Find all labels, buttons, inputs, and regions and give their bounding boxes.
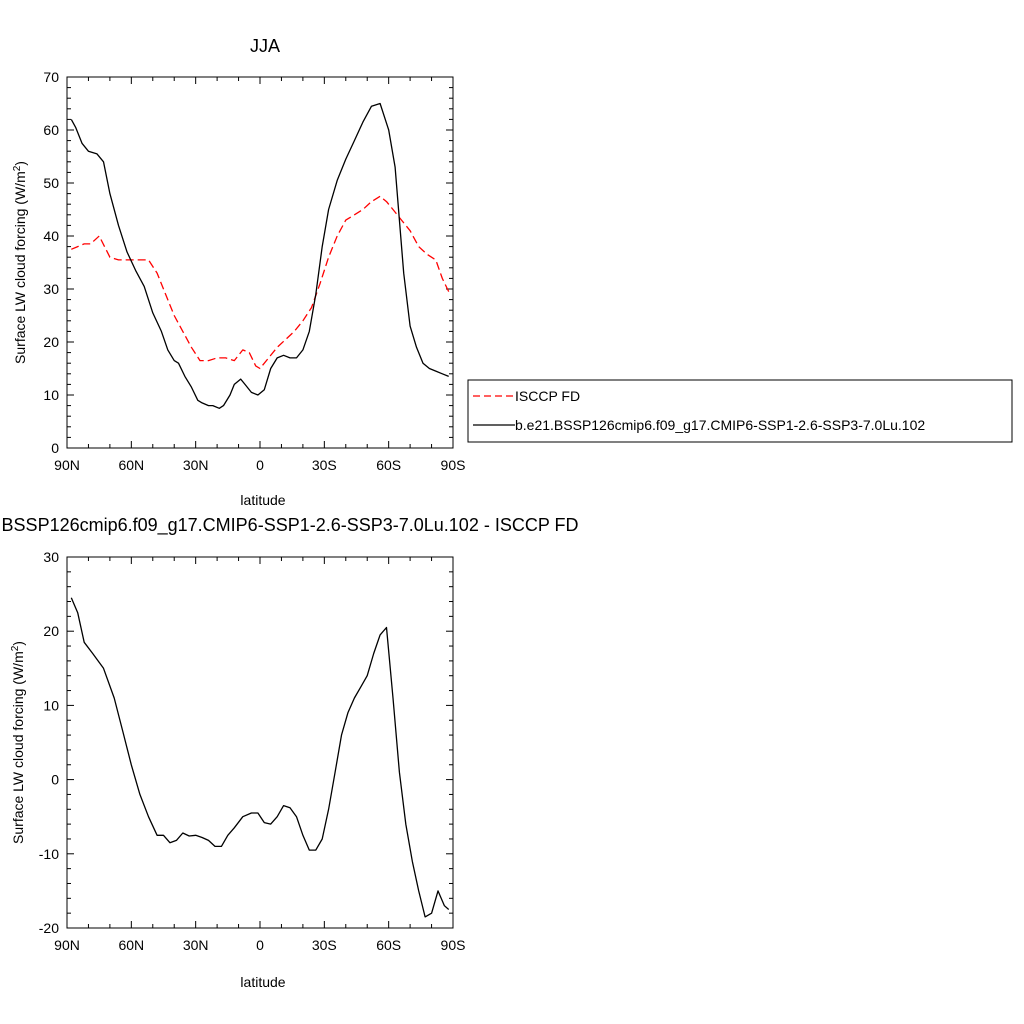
top-chart-y-axis-label: Surface LW cloud forcing (W/m2): [12, 161, 29, 364]
top-x-tick-label: 90N: [54, 457, 80, 473]
bottom-y-tick-label: -10: [39, 846, 59, 862]
legend-label-isccp-fd: ISCCP FD: [515, 388, 580, 404]
top-y-tick-label: 0: [51, 440, 59, 456]
top-x-tick-label: 90S: [441, 457, 466, 473]
top-y-tick-label: 60: [43, 122, 59, 138]
top-x-tick-label: 30S: [312, 457, 337, 473]
bottom-y-tick-label: -20: [39, 920, 59, 936]
bottom-chart-series: [70, 597, 450, 918]
top-y-tick-label: 50: [43, 175, 59, 191]
bottom-x-tick-label: 90N: [54, 937, 80, 953]
bottom-y-tick-label: 20: [43, 623, 59, 639]
bottom-chart-tick-labels: 90N 60N 30N 0 30S 60S 90S -20 -10 0 10 20 30: [39, 549, 466, 953]
top-series-line-0: [71, 195, 450, 370]
top-chart-series: [70, 102, 450, 409]
bottom-chart-panel: b.e21.BSSP126cmip6.f09_g17.CMIP6-SSP1-2.…: [0, 515, 579, 990]
bottom-chart-x-axis-label: latitude: [240, 974, 285, 990]
top-y-tick-label: 40: [43, 228, 59, 244]
bottom-chart-plot-frame: [66, 556, 454, 929]
bottom-chart-title: b.e21.BSSP126cmip6.f09_g17.CMIP6-SSP1-2.…: [0, 515, 579, 536]
legend-label-model: b.e21.BSSP126cmip6.f09_g17.CMIP6-SSP1-2.…: [515, 417, 925, 433]
bottom-y-tick-label: 10: [43, 697, 59, 713]
bottom-y-tick-label: 30: [43, 549, 59, 565]
legend: ISCCP FD b.e21.BSSP126cmip6.f09_g17.CMIP…: [467, 379, 1013, 443]
top-series-line-1: [70, 102, 449, 409]
top-x-tick-label: 60N: [118, 457, 144, 473]
top-chart-title: JJA: [250, 36, 280, 56]
bottom-x-tick-label: 30S: [312, 937, 337, 953]
top-chart-plot-frame: [66, 76, 454, 449]
top-chart-x-axis-label: latitude: [240, 492, 285, 508]
top-y-tick-label: 70: [43, 69, 59, 85]
bottom-x-tick-label: 0: [256, 937, 264, 953]
bottom-chart-y-axis-label: Surface LW cloud forcing (W/m2): [10, 641, 27, 844]
top-x-tick-label: 60S: [376, 457, 401, 473]
top-y-tick-label: 10: [43, 387, 59, 403]
top-y-tick-label: 30: [43, 281, 59, 297]
bottom-series-line-0: [70, 597, 450, 918]
top-x-tick-label: 30N: [183, 457, 209, 473]
bottom-x-tick-label: 60S: [376, 937, 401, 953]
bottom-x-tick-label: 90S: [441, 937, 466, 953]
bottom-y-tick-label: 0: [51, 772, 59, 788]
bottom-x-tick-label: 60N: [118, 937, 144, 953]
bottom-x-tick-label: 30N: [183, 937, 209, 953]
top-y-tick-label: 20: [43, 334, 59, 350]
bottom-chart-ticks: [66, 556, 454, 929]
top-x-tick-label: 0: [256, 457, 264, 473]
top-chart-tick-labels: 90N 60N 30N 0 30S 60S 90S 0 10 20 30 40 50 60 70: [43, 69, 465, 473]
top-chart-panel: JJA 90N 60N 30N 0 30S 60S 90S 0 10 20 30 40 50 60 70 l…: [12, 36, 466, 508]
legend-box: [467, 379, 1013, 443]
top-chart-ticks: [66, 76, 454, 449]
